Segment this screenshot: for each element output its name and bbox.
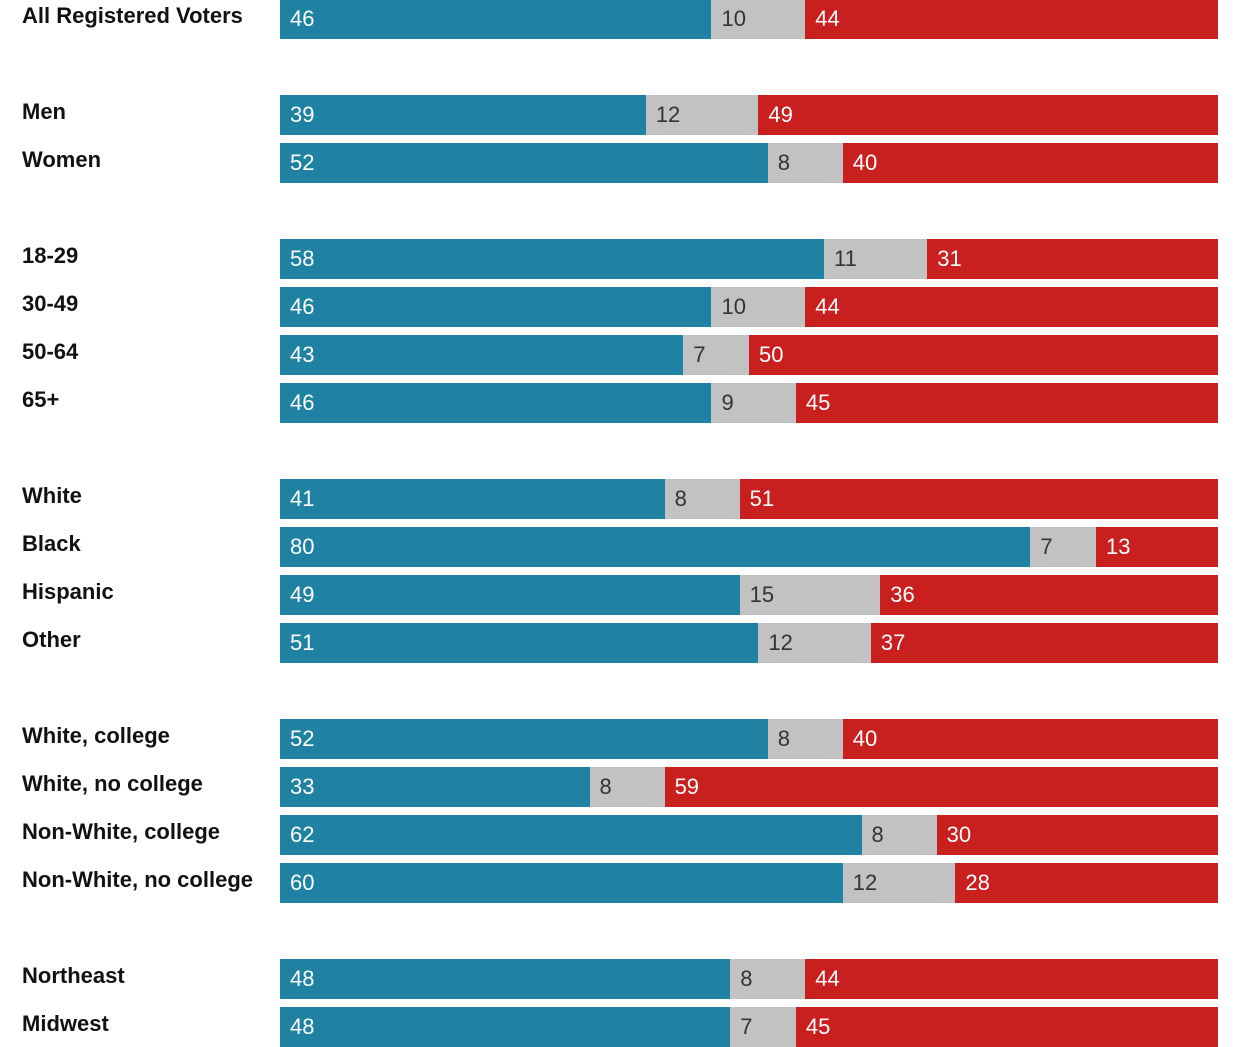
bar-segment-blue: 52 <box>280 143 768 183</box>
bar-row: 60 12 28 <box>280 863 1218 903</box>
bar-segment-red: 59 <box>664 767 1218 807</box>
bar-segment-grey: 7 <box>730 1007 796 1047</box>
bar-segment-blue: 51 <box>280 623 759 663</box>
bar-segment-red: 40 <box>842 719 1218 759</box>
bar-segment-red: 37 <box>870 623 1218 663</box>
bar-segment-grey: 8 <box>730 959 806 999</box>
bar-segment-red: 44 <box>805 287 1218 327</box>
bar-row: 80 7 13 <box>280 527 1218 567</box>
bar-segment-blue: 80 <box>280 527 1031 567</box>
row-label: White, college <box>22 723 170 748</box>
bar-segment-red: 49 <box>758 95 1218 135</box>
bar-row: 58 11 31 <box>280 239 1218 279</box>
stacked-bar-chart: All Registered Voters 46 10 44 Men 39 12 49 Wome… <box>22 0 1218 1047</box>
row-label: Men <box>22 99 66 124</box>
bar-segment-grey: 7 <box>1030 527 1097 567</box>
bar-segment-red: 45 <box>795 383 1218 423</box>
bar-segment-red: 36 <box>880 575 1218 615</box>
bar-segment-grey: 8 <box>767 143 843 183</box>
row-label: Women <box>22 147 102 172</box>
bar-row: 41 8 51 <box>280 479 1218 519</box>
bar-segment-red: 31 <box>927 239 1218 279</box>
bar-segment-grey: 8 <box>767 719 843 759</box>
bar-row: 46 10 44 <box>280 0 1218 39</box>
bar-segment-grey: 11 <box>824 239 928 279</box>
bar-segment-blue: 62 <box>280 815 862 855</box>
bar-row: 48 7 45 <box>280 1007 1218 1047</box>
bar-segment-grey: 8 <box>861 815 937 855</box>
bar-segment-red: 44 <box>805 0 1218 39</box>
bar-segment-grey: 12 <box>645 95 759 135</box>
bar-segment-blue: 41 <box>280 479 665 519</box>
bar-segment-red: 51 <box>739 479 1218 519</box>
bar-segment-grey: 8 <box>589 767 665 807</box>
bar-row: 46 9 45 <box>280 383 1218 423</box>
bar-segment-blue: 48 <box>280 1007 731 1047</box>
row-label: Black <box>22 531 81 556</box>
row-label: 50-64 <box>22 339 79 364</box>
row-label: 30-49 <box>22 291 79 316</box>
bar-segment-blue: 43 <box>280 335 684 375</box>
bar-segment-blue: 48 <box>280 959 731 999</box>
bar-segment-blue: 52 <box>280 719 768 759</box>
bar-segment-grey: 10 <box>711 287 806 327</box>
bar-segment-red: 30 <box>936 815 1218 855</box>
row-label: Hispanic <box>22 579 114 604</box>
bar-segment-red: 13 <box>1096 527 1218 567</box>
bar-row: 43 7 50 <box>280 335 1218 375</box>
bar-row: 49 15 36 <box>280 575 1218 615</box>
bar-row: 51 12 37 <box>280 623 1218 663</box>
bar-segment-grey: 12 <box>842 863 956 903</box>
bar-segment-red: 40 <box>842 143 1218 183</box>
bar-segment-grey: 15 <box>739 575 881 615</box>
bar-row: 62 8 30 <box>280 815 1218 855</box>
row-label: Non-White, college <box>22 819 220 844</box>
bar-segment-grey: 8 <box>664 479 740 519</box>
bar-segment-blue: 46 <box>280 287 712 327</box>
bar-segment-blue: 49 <box>280 575 740 615</box>
bar-segment-blue: 60 <box>280 863 843 903</box>
bar-segment-blue: 33 <box>280 767 590 807</box>
bar-segment-red: 50 <box>748 335 1218 375</box>
row-label: White <box>22 483 82 508</box>
bar-row: 39 12 49 <box>280 95 1218 135</box>
bar-segment-grey: 7 <box>683 335 749 375</box>
bar-segment-blue: 46 <box>280 383 712 423</box>
bar-segment-grey: 9 <box>711 383 796 423</box>
bar-segment-blue: 58 <box>280 239 825 279</box>
bar-row: 48 8 44 <box>280 959 1218 999</box>
bar-segment-red: 28 <box>955 863 1218 903</box>
row-label: Non-White, no college <box>22 867 253 892</box>
bar-segment-grey: 10 <box>711 0 806 39</box>
row-label: Midwest <box>22 1011 109 1036</box>
row-label: Northeast <box>22 963 125 988</box>
bar-row: 52 8 40 <box>280 719 1218 759</box>
bar-row: 46 10 44 <box>280 287 1218 327</box>
bar-segment-grey: 12 <box>758 623 871 663</box>
bar-segment-red: 45 <box>795 1007 1218 1047</box>
bar-row: 33 8 59 <box>280 767 1218 807</box>
bar-segment-red: 44 <box>805 959 1218 999</box>
row-label: 18-29 <box>22 243 79 268</box>
row-label: Other <box>22 627 81 652</box>
row-label: White, no college <box>22 771 203 796</box>
row-label: 65+ <box>22 387 60 412</box>
bar-row: 52 8 40 <box>280 143 1218 183</box>
bar-segment-blue: 39 <box>280 95 646 135</box>
bar-segment-blue: 46 <box>280 0 712 39</box>
row-label: All Registered Voters <box>22 3 243 28</box>
